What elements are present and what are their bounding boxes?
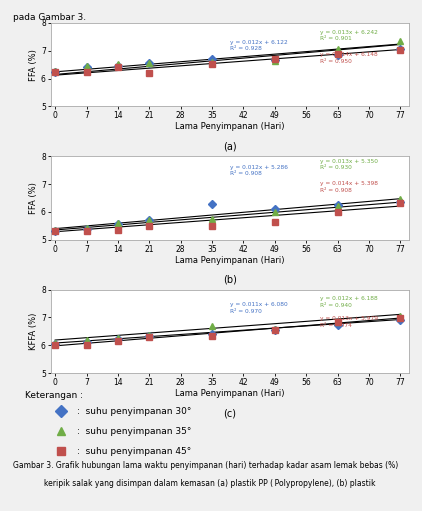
Text: y = 0.013x + 6.242
R² = 0.901: y = 0.013x + 6.242 R² = 0.901 bbox=[320, 30, 378, 41]
X-axis label: Lama Penyimpanan (Hari): Lama Penyimpanan (Hari) bbox=[175, 122, 285, 131]
X-axis label: Lama Penyimpanan (Hari): Lama Penyimpanan (Hari) bbox=[175, 389, 285, 398]
Text: y = 0.013x + 5.350
R² = 0.930: y = 0.013x + 5.350 R² = 0.930 bbox=[320, 159, 378, 171]
Text: (a): (a) bbox=[223, 142, 237, 151]
Text: y = 0.014x + 6.148
R² = 0.950: y = 0.014x + 6.148 R² = 0.950 bbox=[320, 52, 377, 64]
Text: y = 0.011x + 6.080
R² = 0.970: y = 0.011x + 6.080 R² = 0.970 bbox=[230, 302, 288, 314]
Text: keripik salak yang disimpan dalam kemasan (a) plastik PP ( Polypropylene), (b) p: keripik salak yang disimpan dalam kemasa… bbox=[13, 479, 375, 489]
X-axis label: Lama Penyimpanan (Hari): Lama Penyimpanan (Hari) bbox=[175, 256, 285, 265]
Text: :  suhu penyimpanan 35°: : suhu penyimpanan 35° bbox=[77, 427, 191, 436]
Text: :  suhu penyimpanan 45°: : suhu penyimpanan 45° bbox=[77, 447, 191, 456]
Text: :  suhu penyimpanan 30°: : suhu penyimpanan 30° bbox=[77, 407, 191, 416]
Text: Gambar 3. Grafik hubungan lama waktu penyimpanan (hari) terhadap kadar asam lema: Gambar 3. Grafik hubungan lama waktu pen… bbox=[13, 461, 398, 470]
Text: (b): (b) bbox=[223, 275, 237, 285]
Text: (c): (c) bbox=[224, 408, 236, 418]
Text: y = 0.012x + 6.188
R² = 0.940: y = 0.012x + 6.188 R² = 0.940 bbox=[320, 296, 377, 308]
Y-axis label: FFA (%): FFA (%) bbox=[29, 182, 38, 214]
Text: y = 0.012x + 5.286
R² = 0.908: y = 0.012x + 5.286 R² = 0.908 bbox=[230, 165, 288, 176]
Text: y = 0.014x + 5.398
R² = 0.908: y = 0.014x + 5.398 R² = 0.908 bbox=[320, 181, 378, 193]
Text: pada Gambar 3.: pada Gambar 3. bbox=[13, 13, 86, 22]
Y-axis label: FFA (%): FFA (%) bbox=[29, 49, 38, 81]
Text: y = 0.012x + 6.122
R² = 0.928: y = 0.012x + 6.122 R² = 0.928 bbox=[230, 40, 288, 51]
Text: y = 0.013x + 5.979
R² = 0.974: y = 0.013x + 5.979 R² = 0.974 bbox=[320, 316, 378, 328]
Text: Keterangan :: Keterangan : bbox=[24, 390, 83, 400]
Y-axis label: KFFA (%): KFFA (%) bbox=[29, 313, 38, 350]
